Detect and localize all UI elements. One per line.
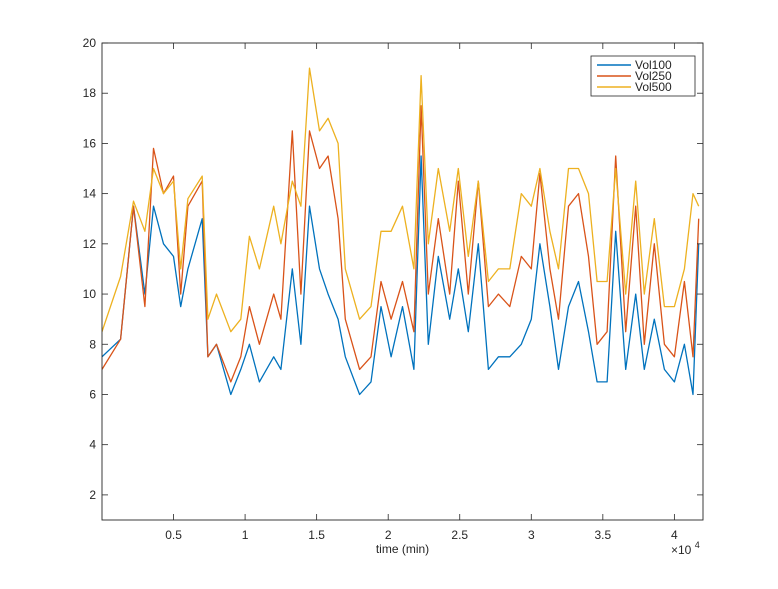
y-tick-label: 8	[89, 337, 96, 351]
y-tick-label: 4	[89, 438, 96, 452]
x-tick-label: 4	[671, 528, 678, 542]
y-tick-label: 10	[83, 287, 97, 301]
plot-frame	[101, 42, 704, 521]
y-tick-label: 16	[83, 136, 97, 150]
x-tick-label: 1.5	[308, 528, 325, 542]
x-axis-label: time (min)	[376, 542, 429, 556]
legend-label-vol500: Vol500	[635, 80, 672, 94]
x-tick-label: 0.5	[165, 528, 182, 542]
y-tick-label: 18	[83, 86, 97, 100]
series-line-vol250	[102, 105, 700, 383]
ticks-layer: 0.5 1 1.5 2 2.5 3 3.5 4 2 4 6 8 10 12 14 16 18 20	[83, 36, 703, 542]
y-tick-label: 14	[83, 187, 97, 201]
y-tick-label: 20	[83, 36, 97, 50]
legend-label-vol100: Vol100	[635, 58, 672, 72]
y-tick-label: 2	[89, 488, 96, 502]
x-tick-label: 2	[385, 528, 392, 542]
series-layer	[102, 67, 700, 396]
y-tick-label: 12	[83, 237, 97, 251]
y-tick-label: 6	[89, 387, 96, 401]
series-line-vol500	[102, 67, 700, 333]
x-tick-label: 2.5	[451, 528, 468, 542]
x-axis-exponent-power: 4	[695, 540, 700, 550]
legend-label-vol250: Vol250	[635, 69, 672, 83]
x-tick-label: 3.5	[594, 528, 611, 542]
x-tick-label: 3	[528, 528, 535, 542]
x-tick-label: 1	[242, 528, 249, 542]
x-axis-exponent: ×10 4	[671, 540, 700, 557]
x-axis-exponent-base: ×10	[671, 543, 692, 557]
